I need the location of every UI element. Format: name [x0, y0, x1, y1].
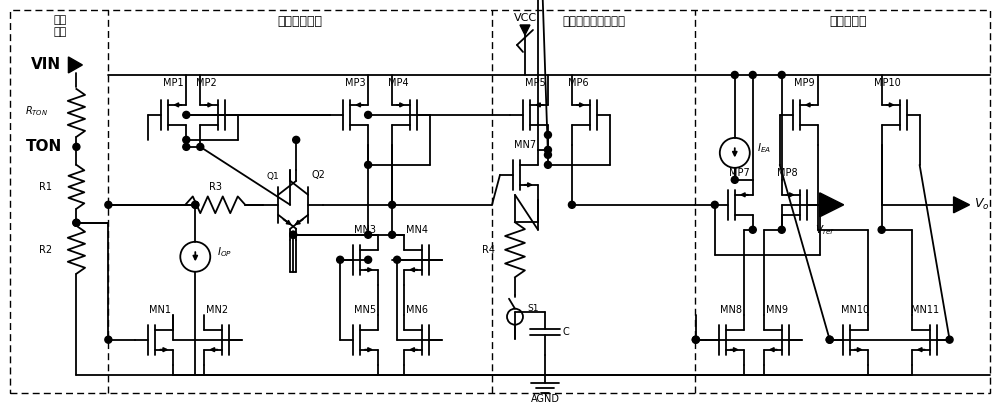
Circle shape [365, 161, 372, 168]
Text: $I_{OP}$: $I_{OP}$ [217, 245, 232, 259]
Circle shape [290, 231, 297, 238]
Circle shape [192, 201, 199, 208]
Circle shape [337, 256, 344, 263]
Circle shape [568, 201, 575, 208]
Text: MN9: MN9 [766, 305, 788, 315]
Circle shape [544, 131, 551, 139]
Text: AGND: AGND [530, 394, 559, 404]
Text: R4: R4 [482, 245, 495, 255]
Circle shape [544, 151, 551, 158]
Text: Q1: Q1 [267, 173, 280, 181]
Text: S1: S1 [527, 304, 538, 313]
Circle shape [394, 256, 401, 263]
Text: MN1: MN1 [149, 305, 171, 315]
Text: MP7: MP7 [729, 168, 750, 178]
Text: Q2: Q2 [311, 170, 325, 180]
Circle shape [778, 226, 785, 233]
Circle shape [692, 336, 699, 343]
Circle shape [878, 226, 885, 233]
Circle shape [544, 161, 551, 168]
Circle shape [731, 176, 738, 183]
Text: MP1: MP1 [163, 78, 184, 88]
Circle shape [105, 336, 112, 343]
Polygon shape [954, 197, 970, 213]
Circle shape [192, 201, 199, 208]
Text: $I_{EA}$: $I_{EA}$ [757, 141, 771, 155]
Text: MP3: MP3 [345, 78, 365, 88]
Polygon shape [520, 25, 530, 35]
Text: MP5: MP5 [525, 78, 545, 88]
Text: TON: TON [25, 139, 62, 154]
Text: MN4: MN4 [406, 225, 428, 235]
Circle shape [105, 201, 112, 208]
Text: R3: R3 [209, 182, 222, 192]
Circle shape [73, 219, 80, 226]
Circle shape [293, 136, 300, 143]
Text: $R_{TON}$: $R_{TON}$ [25, 104, 49, 118]
Text: R1: R1 [39, 182, 52, 192]
Text: MP9: MP9 [794, 78, 815, 88]
Text: MP4: MP4 [388, 78, 408, 88]
Text: MN10: MN10 [841, 305, 869, 315]
Circle shape [544, 146, 551, 153]
Circle shape [778, 71, 785, 79]
Circle shape [365, 111, 372, 118]
Text: MN3: MN3 [354, 225, 376, 235]
Circle shape [389, 231, 396, 238]
Text: 电压钳位模块: 电压钳位模块 [278, 15, 323, 28]
Circle shape [946, 336, 953, 343]
Circle shape [183, 111, 190, 118]
Text: VIN: VIN [30, 58, 61, 72]
Circle shape [73, 219, 80, 226]
Text: 分压
模块: 分压 模块 [54, 15, 67, 36]
Text: MN8: MN8 [720, 305, 742, 315]
Text: MN6: MN6 [406, 305, 428, 315]
Text: $V_o$: $V_o$ [974, 197, 989, 212]
Text: MN7: MN7 [514, 140, 536, 150]
Circle shape [731, 71, 738, 79]
Circle shape [711, 201, 718, 208]
Text: 计时器模块: 计时器模块 [829, 15, 866, 28]
Text: $V_{ref}$: $V_{ref}$ [815, 223, 835, 237]
Text: 电流产生与充电模块: 电流产生与充电模块 [562, 15, 625, 28]
Circle shape [183, 136, 190, 143]
Text: MP2: MP2 [196, 78, 217, 88]
Circle shape [389, 201, 396, 208]
Polygon shape [68, 57, 82, 73]
Text: MP8: MP8 [777, 168, 798, 178]
Text: MN2: MN2 [206, 305, 228, 315]
Circle shape [73, 143, 80, 150]
Text: MN5: MN5 [354, 305, 376, 315]
Text: C: C [563, 327, 570, 337]
Text: R2: R2 [39, 245, 52, 255]
Polygon shape [820, 193, 844, 217]
Circle shape [826, 336, 833, 343]
Text: MP6: MP6 [568, 78, 588, 88]
Circle shape [692, 336, 699, 343]
Text: VCC: VCC [513, 13, 537, 23]
Circle shape [197, 143, 204, 150]
Circle shape [365, 231, 372, 238]
Circle shape [749, 71, 756, 79]
Circle shape [290, 231, 297, 238]
Circle shape [183, 143, 190, 150]
Text: MP10: MP10 [874, 78, 901, 88]
Circle shape [826, 336, 833, 343]
Circle shape [365, 256, 372, 263]
Text: MN11: MN11 [911, 305, 939, 315]
Circle shape [749, 226, 756, 233]
